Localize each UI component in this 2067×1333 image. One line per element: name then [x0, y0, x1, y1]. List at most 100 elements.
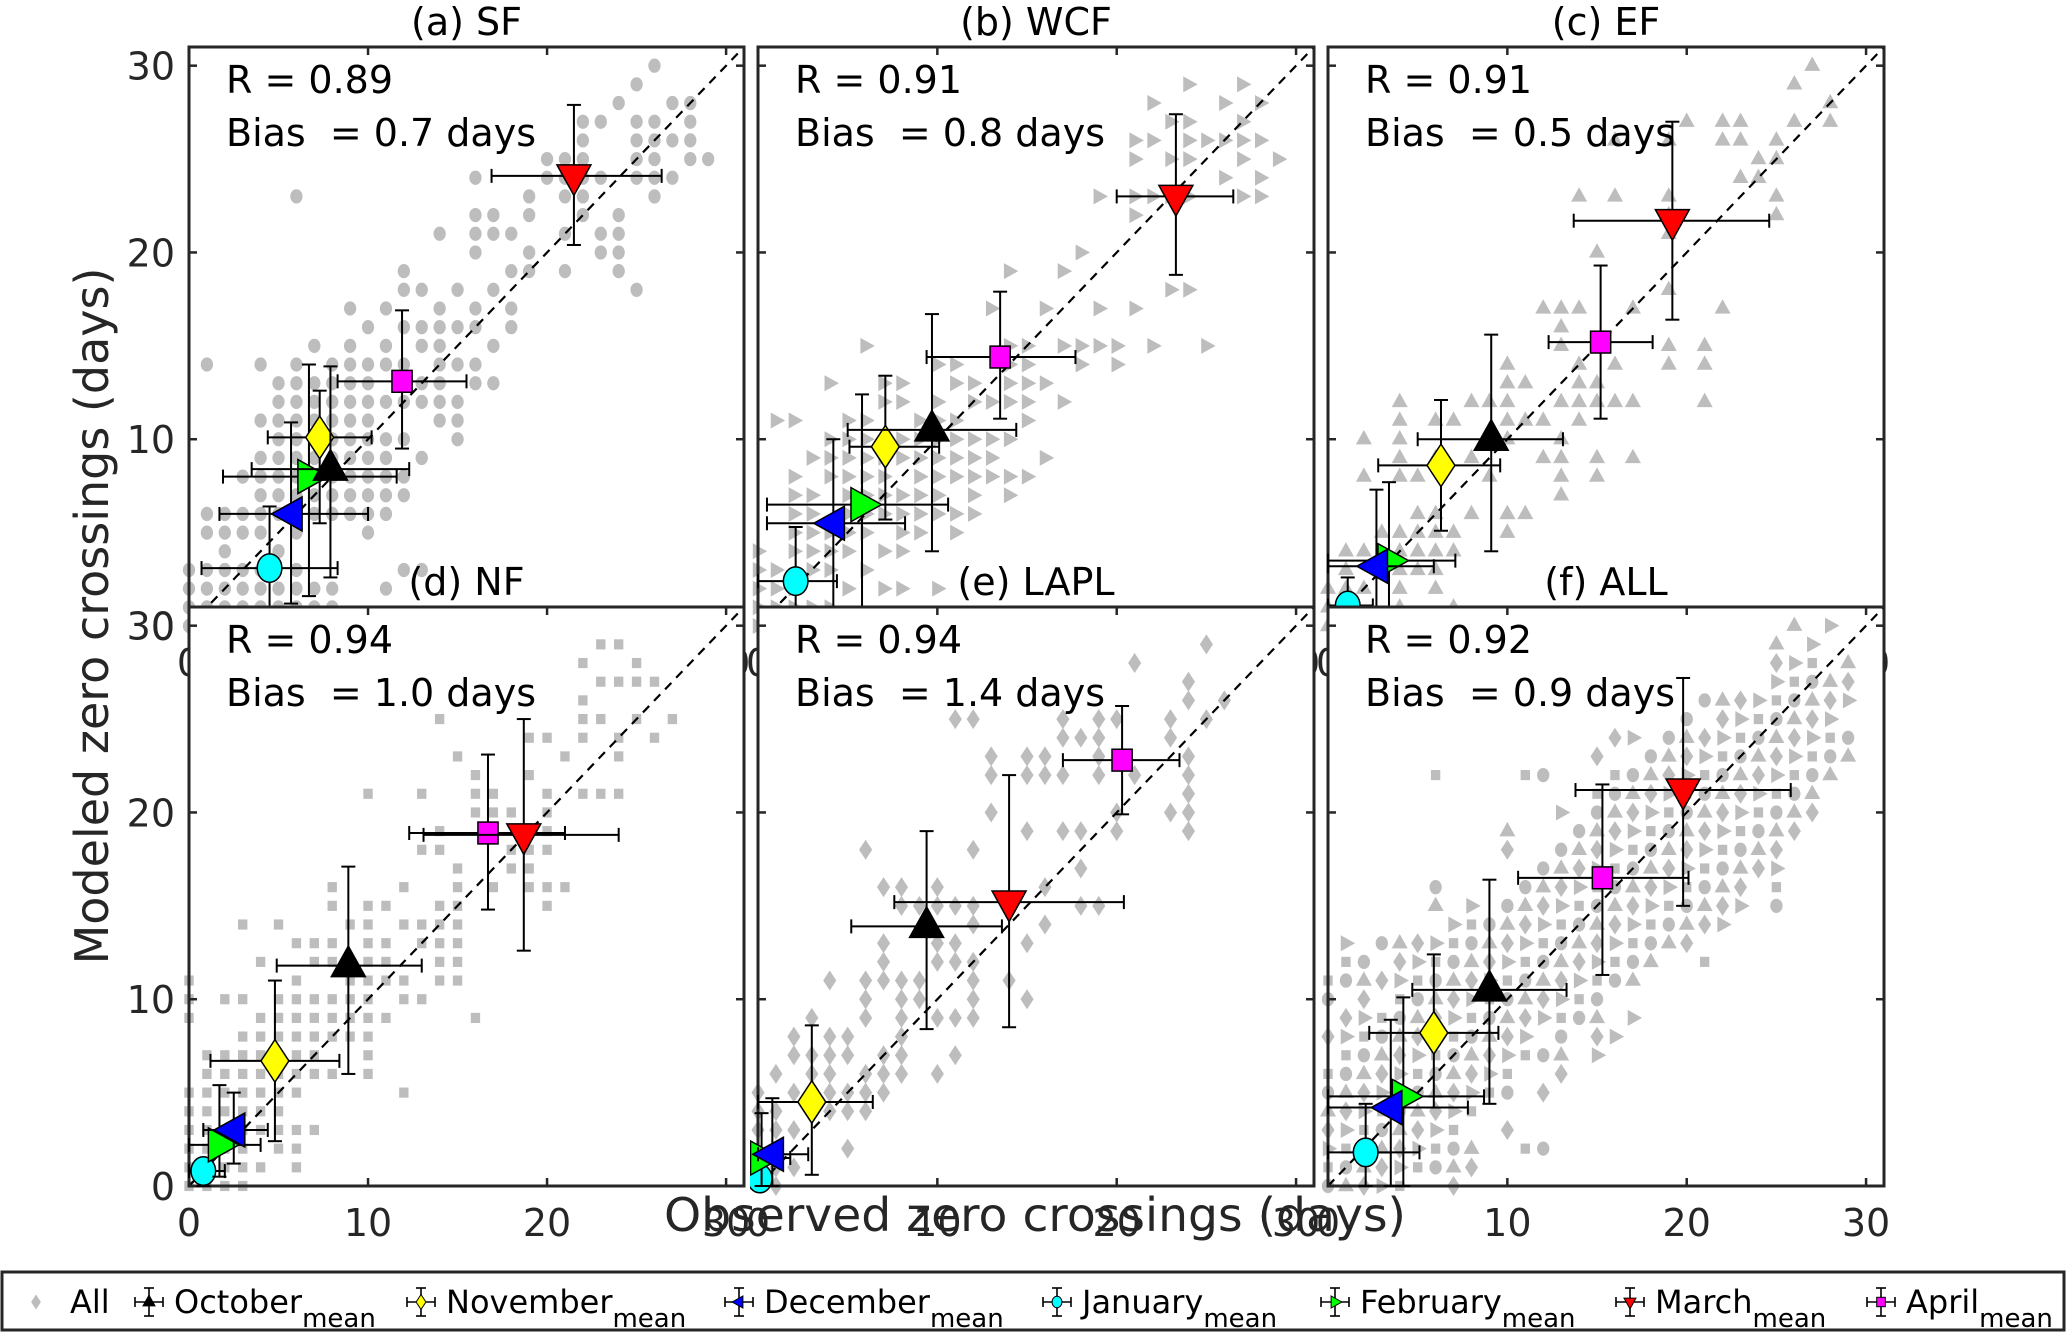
all-point: [218, 544, 231, 559]
all-point: [1732, 131, 1749, 146]
all-point: [612, 245, 625, 260]
all-point: [824, 561, 839, 578]
all-point: [1771, 673, 1786, 690]
all-point: [542, 826, 552, 837]
all-point: [1391, 579, 1408, 594]
all-point: [1735, 804, 1750, 821]
all-point: [379, 338, 393, 353]
all-point: [202, 1050, 212, 1061]
all-point: [1574, 994, 1584, 1005]
all-point: [291, 994, 302, 1005]
all-point: [433, 394, 446, 409]
all-point: [379, 432, 393, 447]
x-tick-label: 30: [1272, 1201, 1320, 1245]
all-point: [1219, 132, 1234, 149]
all-point: [1553, 859, 1570, 874]
mean-december: [765, 438, 907, 611]
panel-title: (f) ALL: [1544, 560, 1667, 604]
all-point: [1181, 821, 1196, 842]
all-point: [1518, 1007, 1532, 1028]
all-point: [1535, 877, 1552, 893]
all-point: [363, 975, 373, 986]
x-tick-label: 0: [177, 1201, 201, 1245]
all-point: [666, 133, 679, 148]
all-point: [613, 751, 624, 762]
all-point: [1111, 337, 1126, 354]
all-point: [1163, 802, 1178, 823]
all-point: [1446, 989, 1461, 1010]
all-point: [1391, 392, 1408, 408]
monthly-means: [757, 113, 1235, 627]
x-axis-label: Observed zero crossings (days): [664, 1188, 1406, 1242]
all-point: [1409, 467, 1426, 482]
all-point: [1644, 877, 1658, 898]
all-point: [523, 245, 536, 260]
mean-november: [757, 1024, 874, 1176]
all-point: [433, 320, 446, 335]
all-point: [1642, 952, 1659, 968]
all-point: [290, 581, 303, 596]
all-point: [1075, 356, 1091, 373]
all-point: [824, 449, 839, 466]
all-point: [1714, 877, 1731, 893]
all-point: [876, 933, 891, 954]
all-point: [415, 450, 428, 466]
all-point: [1465, 936, 1478, 951]
all-point: [649, 732, 660, 743]
all-point: [1753, 807, 1764, 818]
all-point: [505, 320, 518, 335]
all-point: [379, 488, 393, 503]
all-point: [1391, 448, 1408, 464]
all-point: [255, 1068, 266, 1080]
all-point: [1606, 131, 1623, 146]
all-point: [596, 676, 606, 687]
all-point: [1499, 821, 1516, 837]
all-point: [752, 561, 768, 578]
all-point: [524, 770, 534, 781]
all-point: [914, 449, 929, 466]
all-point: [1501, 898, 1514, 913]
all-point: [1373, 1046, 1390, 1061]
legend-label-subscript: mean: [1203, 1304, 1277, 1333]
x-tick-label: 30: [1842, 1201, 1890, 1245]
all-point: [381, 956, 391, 967]
all-point: [202, 1068, 212, 1080]
mean-december: [1327, 488, 1435, 627]
all-point: [506, 807, 516, 818]
mean-january: [200, 505, 339, 627]
mean-marker: [782, 566, 809, 597]
all-point: [950, 375, 965, 392]
all-point: [1183, 76, 1198, 93]
all-point: [1822, 112, 1839, 127]
mean-marker: [1471, 968, 1508, 1002]
all-point: [451, 320, 464, 335]
all-point: [1464, 1063, 1479, 1084]
all-point: [1807, 657, 1817, 669]
all-point: [1698, 821, 1712, 842]
all-point: [1412, 1047, 1427, 1064]
bias-text: Bias = 1.0 days: [226, 671, 536, 715]
all-point: [824, 375, 839, 392]
all-point: [576, 114, 590, 129]
all-point: [1429, 973, 1442, 988]
legend-label-text: November: [446, 1283, 613, 1321]
all-point: [1554, 970, 1568, 991]
all-point: [487, 226, 500, 241]
legend-label: Octobermean: [174, 1283, 376, 1333]
all-point: [1571, 933, 1588, 949]
mean-marker: [304, 414, 335, 460]
all-point: [596, 713, 606, 725]
all-point: [255, 1012, 266, 1023]
all-points: [751, 634, 1231, 1196]
all-point: [397, 264, 410, 279]
mean-october: [1416, 333, 1564, 553]
all-point: [1339, 973, 1353, 988]
mean-november: [266, 389, 373, 525]
all-point: [1129, 132, 1144, 149]
all-point: [1555, 991, 1571, 1008]
all-point: [1537, 1048, 1550, 1063]
mean-marker: [1157, 184, 1195, 218]
all-point: [769, 1063, 783, 1084]
